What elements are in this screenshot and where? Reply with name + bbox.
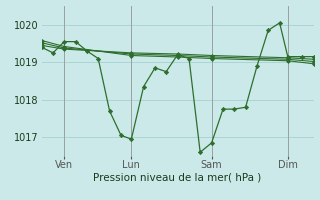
X-axis label: Pression niveau de la mer( hPa ): Pression niveau de la mer( hPa ) — [93, 173, 262, 183]
